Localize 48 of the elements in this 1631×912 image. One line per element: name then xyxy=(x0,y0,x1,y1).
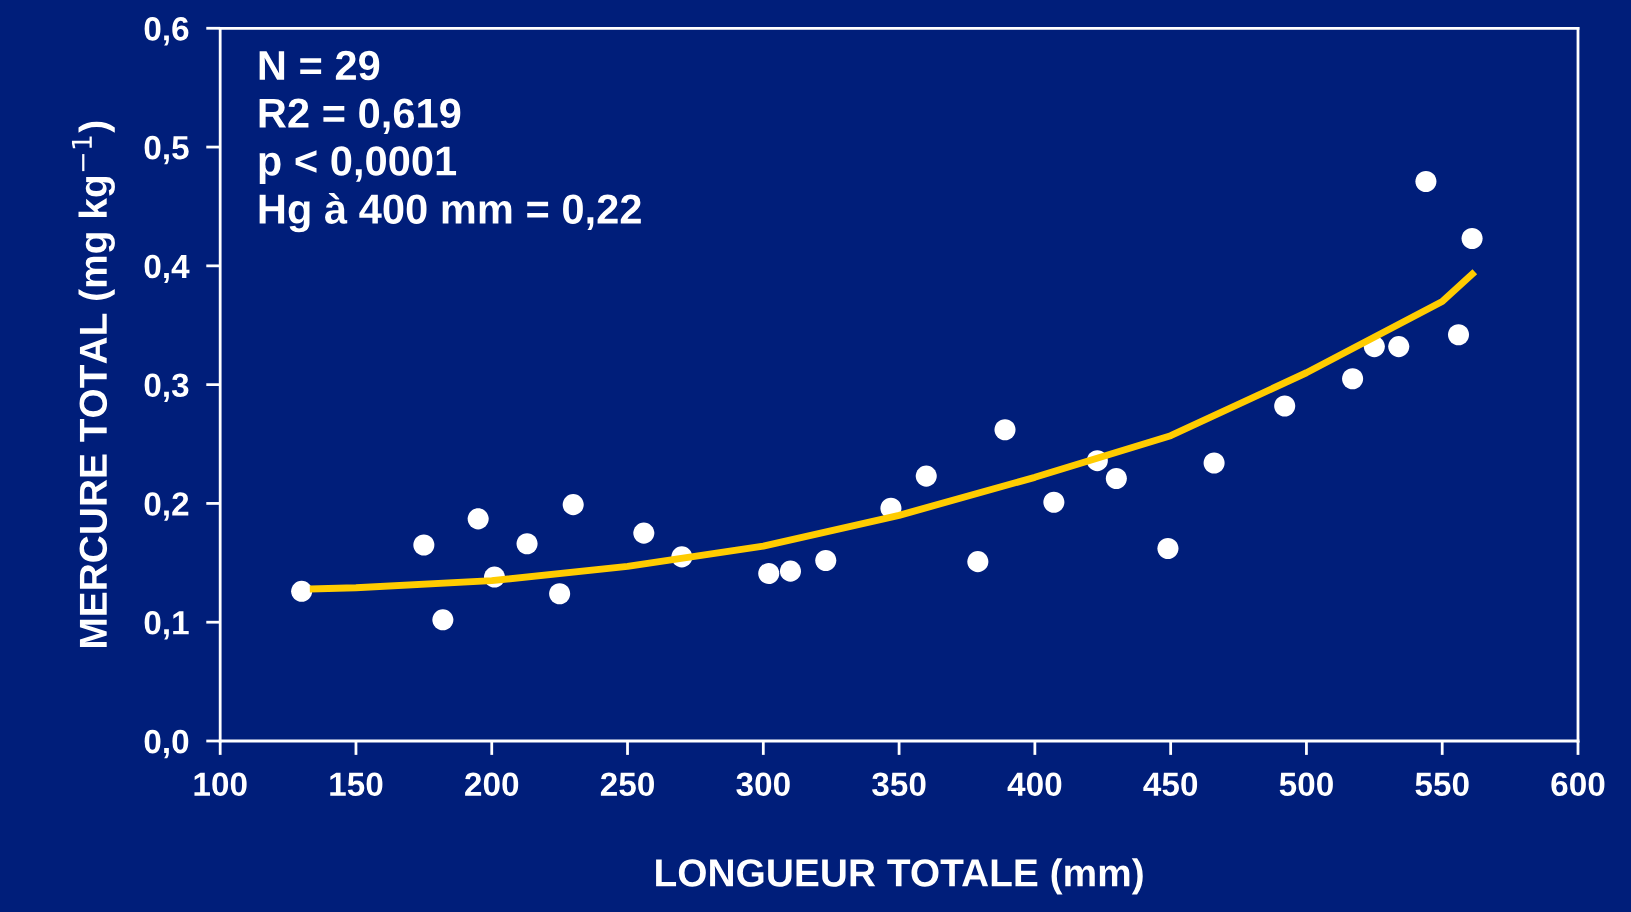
point xyxy=(1043,491,1065,513)
x-tick-label: 200 xyxy=(465,772,519,797)
x-tick-label: 350 xyxy=(872,772,926,797)
point xyxy=(432,609,454,631)
point xyxy=(291,580,313,602)
point xyxy=(562,494,584,516)
annotation: N = 29 xyxy=(259,50,380,81)
x-tick-label: 300 xyxy=(736,772,790,797)
point xyxy=(1105,467,1127,490)
point xyxy=(549,583,571,605)
x-tick-label: 550 xyxy=(1415,772,1469,797)
annotation: R2 = 0,619 xyxy=(259,98,461,135)
point xyxy=(1274,395,1296,417)
x-axis-title: LONGUEUR TOTALE (mm) xyxy=(656,858,1143,895)
y-tick-label: 0,5 xyxy=(144,135,189,165)
point xyxy=(758,562,780,585)
x-tick-label: 150 xyxy=(330,772,383,797)
point xyxy=(779,560,801,582)
point xyxy=(1447,324,1470,346)
x-tick-label: 450 xyxy=(1143,772,1198,797)
point xyxy=(413,534,435,556)
y-tick-label: 0,2 xyxy=(144,492,189,521)
x-tick-label: 100 xyxy=(194,772,247,797)
point xyxy=(1388,336,1410,358)
y-axis-title: MERCURE TOTAL (mg kg$^{−1}$) xyxy=(71,121,115,648)
y-tick-label: 0,3 xyxy=(144,373,189,402)
y-tick-label: 0,0 xyxy=(144,729,189,759)
annotation: Hg à 400 mm = 0,22 xyxy=(259,192,641,233)
x-tick-label: 500 xyxy=(1279,772,1333,797)
y-tick-label: 0,6 xyxy=(144,17,189,46)
point xyxy=(967,551,989,573)
point xyxy=(467,508,489,530)
point xyxy=(1415,170,1437,193)
point xyxy=(1157,538,1179,560)
annotation: p < 0,0001 xyxy=(259,146,457,184)
y-tick-label: 0,1 xyxy=(144,611,189,640)
point xyxy=(994,419,1016,441)
x-tick-label: 400 xyxy=(1007,772,1062,797)
x-tick-label: 250 xyxy=(600,772,654,797)
point xyxy=(1461,227,1483,250)
point xyxy=(633,522,655,544)
y-tick-label: 0,4 xyxy=(144,254,190,284)
point xyxy=(1342,368,1364,390)
point xyxy=(516,533,538,555)
x-tick-label: 600 xyxy=(1551,772,1605,797)
point xyxy=(915,465,937,487)
point xyxy=(1203,452,1225,474)
point xyxy=(815,549,837,571)
